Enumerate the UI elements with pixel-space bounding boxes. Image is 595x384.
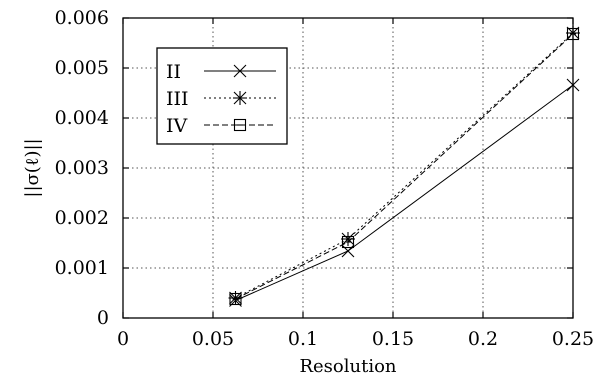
- data-point: [566, 78, 580, 92]
- data-point: [233, 91, 247, 105]
- x-tick-label: 0.25: [552, 328, 594, 350]
- data-point: [233, 118, 247, 132]
- y-tick-label: 0.005: [55, 57, 109, 79]
- series-IV: [229, 27, 580, 306]
- legend-item: II: [166, 61, 276, 83]
- legend-item: IV: [166, 115, 276, 137]
- x-tick-label: 0.05: [192, 328, 234, 350]
- y-tick-label: 0.001: [55, 257, 109, 279]
- y-tick-label: 0.003: [55, 157, 109, 179]
- data-point: [229, 292, 242, 306]
- axis-ticks: 0 0.05 0.1 0.15 0.2 0.25 0 0.001 0.002 0.003 0.004…: [55, 7, 595, 350]
- series-layer: [228, 26, 580, 307]
- data-point: [341, 232, 355, 246]
- y-tick-label: 0.004: [55, 107, 109, 129]
- x-axis-title: Resolution: [299, 356, 396, 377]
- x-tick-label: 0.2: [468, 328, 498, 350]
- y-tick-label: 0.002: [55, 207, 109, 229]
- legend-item: III: [166, 88, 276, 110]
- legend-label: II: [166, 61, 181, 83]
- grid: [123, 18, 573, 318]
- x-tick-label: 0.1: [288, 328, 318, 350]
- data-point: [341, 235, 355, 249]
- data-point: [566, 27, 580, 41]
- legend-label: III: [166, 88, 189, 110]
- data-point: [233, 64, 247, 78]
- y-tick-label: 0.006: [55, 7, 109, 29]
- x-tick-label: 0: [117, 328, 129, 350]
- x-tick-label: 0.15: [372, 328, 414, 350]
- data-point: [341, 244, 355, 258]
- series-line: [235, 32, 574, 299]
- legend-label: IV: [166, 115, 188, 137]
- legend-box: [156, 47, 288, 145]
- y-tick-label: 0: [97, 307, 109, 329]
- y-axis-title: ||σ(ℓ)||: [22, 138, 43, 197]
